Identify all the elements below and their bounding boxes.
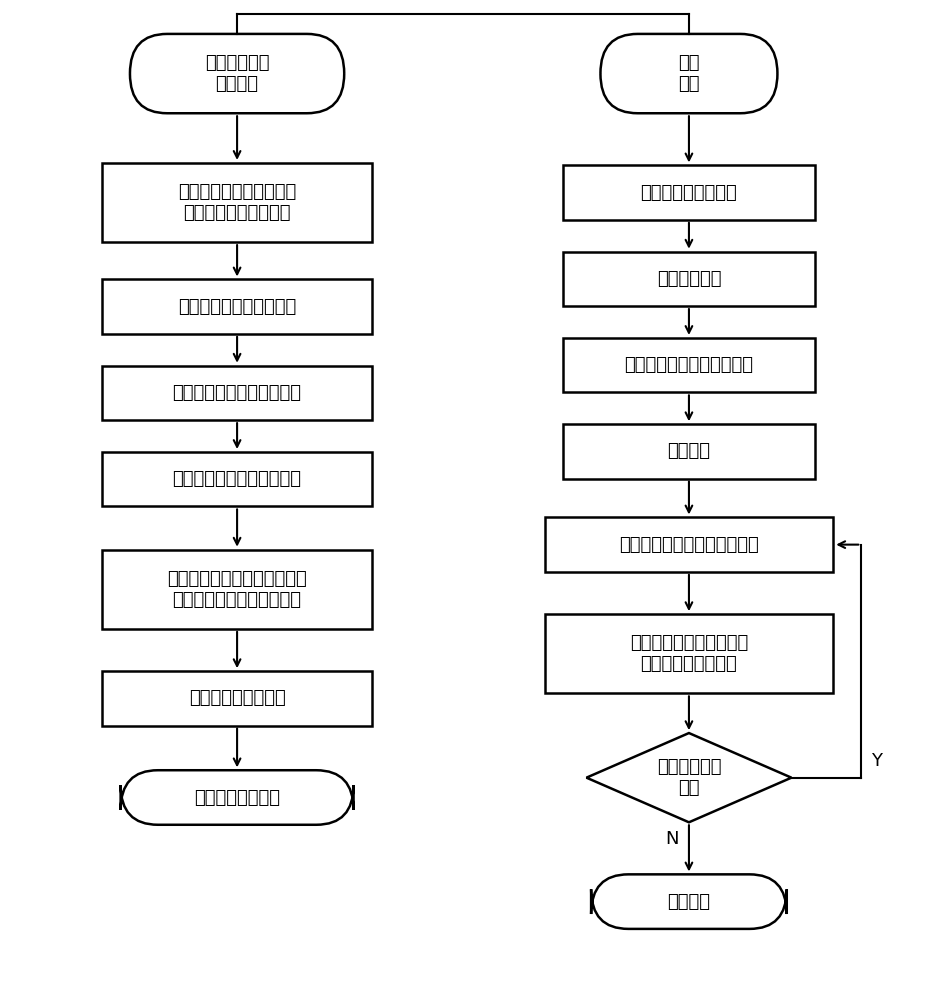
Bar <box>102 452 372 506</box>
Polygon shape <box>587 733 791 822</box>
FancyBboxPatch shape <box>601 34 777 113</box>
Bar <box>563 165 815 220</box>
Bar <box>563 338 815 392</box>
Text: 调节参数: 调节参数 <box>667 442 711 460</box>
Text: 判断是否继续
迭代: 判断是否继续 迭代 <box>657 758 721 797</box>
FancyBboxPatch shape <box>130 34 344 113</box>
Bar <box>102 671 372 726</box>
Text: 数据处理，正则化修正，
设置匀场线圈新电流: 数据处理，正则化修正， 设置匀场线圈新电流 <box>630 634 748 673</box>
FancyBboxPatch shape <box>591 874 787 929</box>
Bar <box>102 550 372 629</box>
Text: 选择相位编码数和匀场线圈: 选择相位编码数和匀场线圈 <box>173 384 302 402</box>
Bar <box>544 517 834 572</box>
Bar <box>544 614 834 693</box>
Text: 数据处理，制作场图: 数据处理，制作场图 <box>189 689 286 707</box>
Bar <box>102 163 372 242</box>
Text: 基础磁场采样保存，依次变化
各匀场线圈电流来采样保存: 基础磁场采样保存，依次变化 各匀场线圈电流来采样保存 <box>167 570 307 609</box>
Bar <box>563 424 815 479</box>
Bar <box>102 279 372 334</box>
Text: N: N <box>666 830 679 848</box>
Bar <box>563 252 815 306</box>
Text: 制作匀场线圈
场图流程: 制作匀场线圈 场图流程 <box>205 54 270 93</box>
Text: 制作线圈场图结束: 制作线圈场图结束 <box>194 788 280 806</box>
Text: 执行脉冲序列，采样获得数据: 执行脉冲序列，采样获得数据 <box>619 536 759 554</box>
Text: 选用匀场线圈: 选用匀场线圈 <box>657 270 721 288</box>
Text: 所有匀场线圈载入初始电流: 所有匀场线圈载入初始电流 <box>624 356 754 374</box>
Bar <box>102 366 372 420</box>
Text: Y: Y <box>870 752 882 770</box>
FancyBboxPatch shape <box>120 770 353 825</box>
Text: 选用脉冲序列，调节参数: 选用脉冲序列，调节参数 <box>178 298 296 316</box>
Text: 通过手工匀场或其他方法
得到尽可能均匀的磁场: 通过手工匀场或其他方法 得到尽可能均匀的磁场 <box>178 183 296 222</box>
Text: 使用场图的脉冲序列: 使用场图的脉冲序列 <box>640 184 737 202</box>
Text: 匀场
流程: 匀场 流程 <box>678 54 699 93</box>
Text: 匀场结束: 匀场结束 <box>667 893 711 911</box>
Text: 设置各匀场线圈电流变化量: 设置各匀场线圈电流变化量 <box>173 470 302 488</box>
